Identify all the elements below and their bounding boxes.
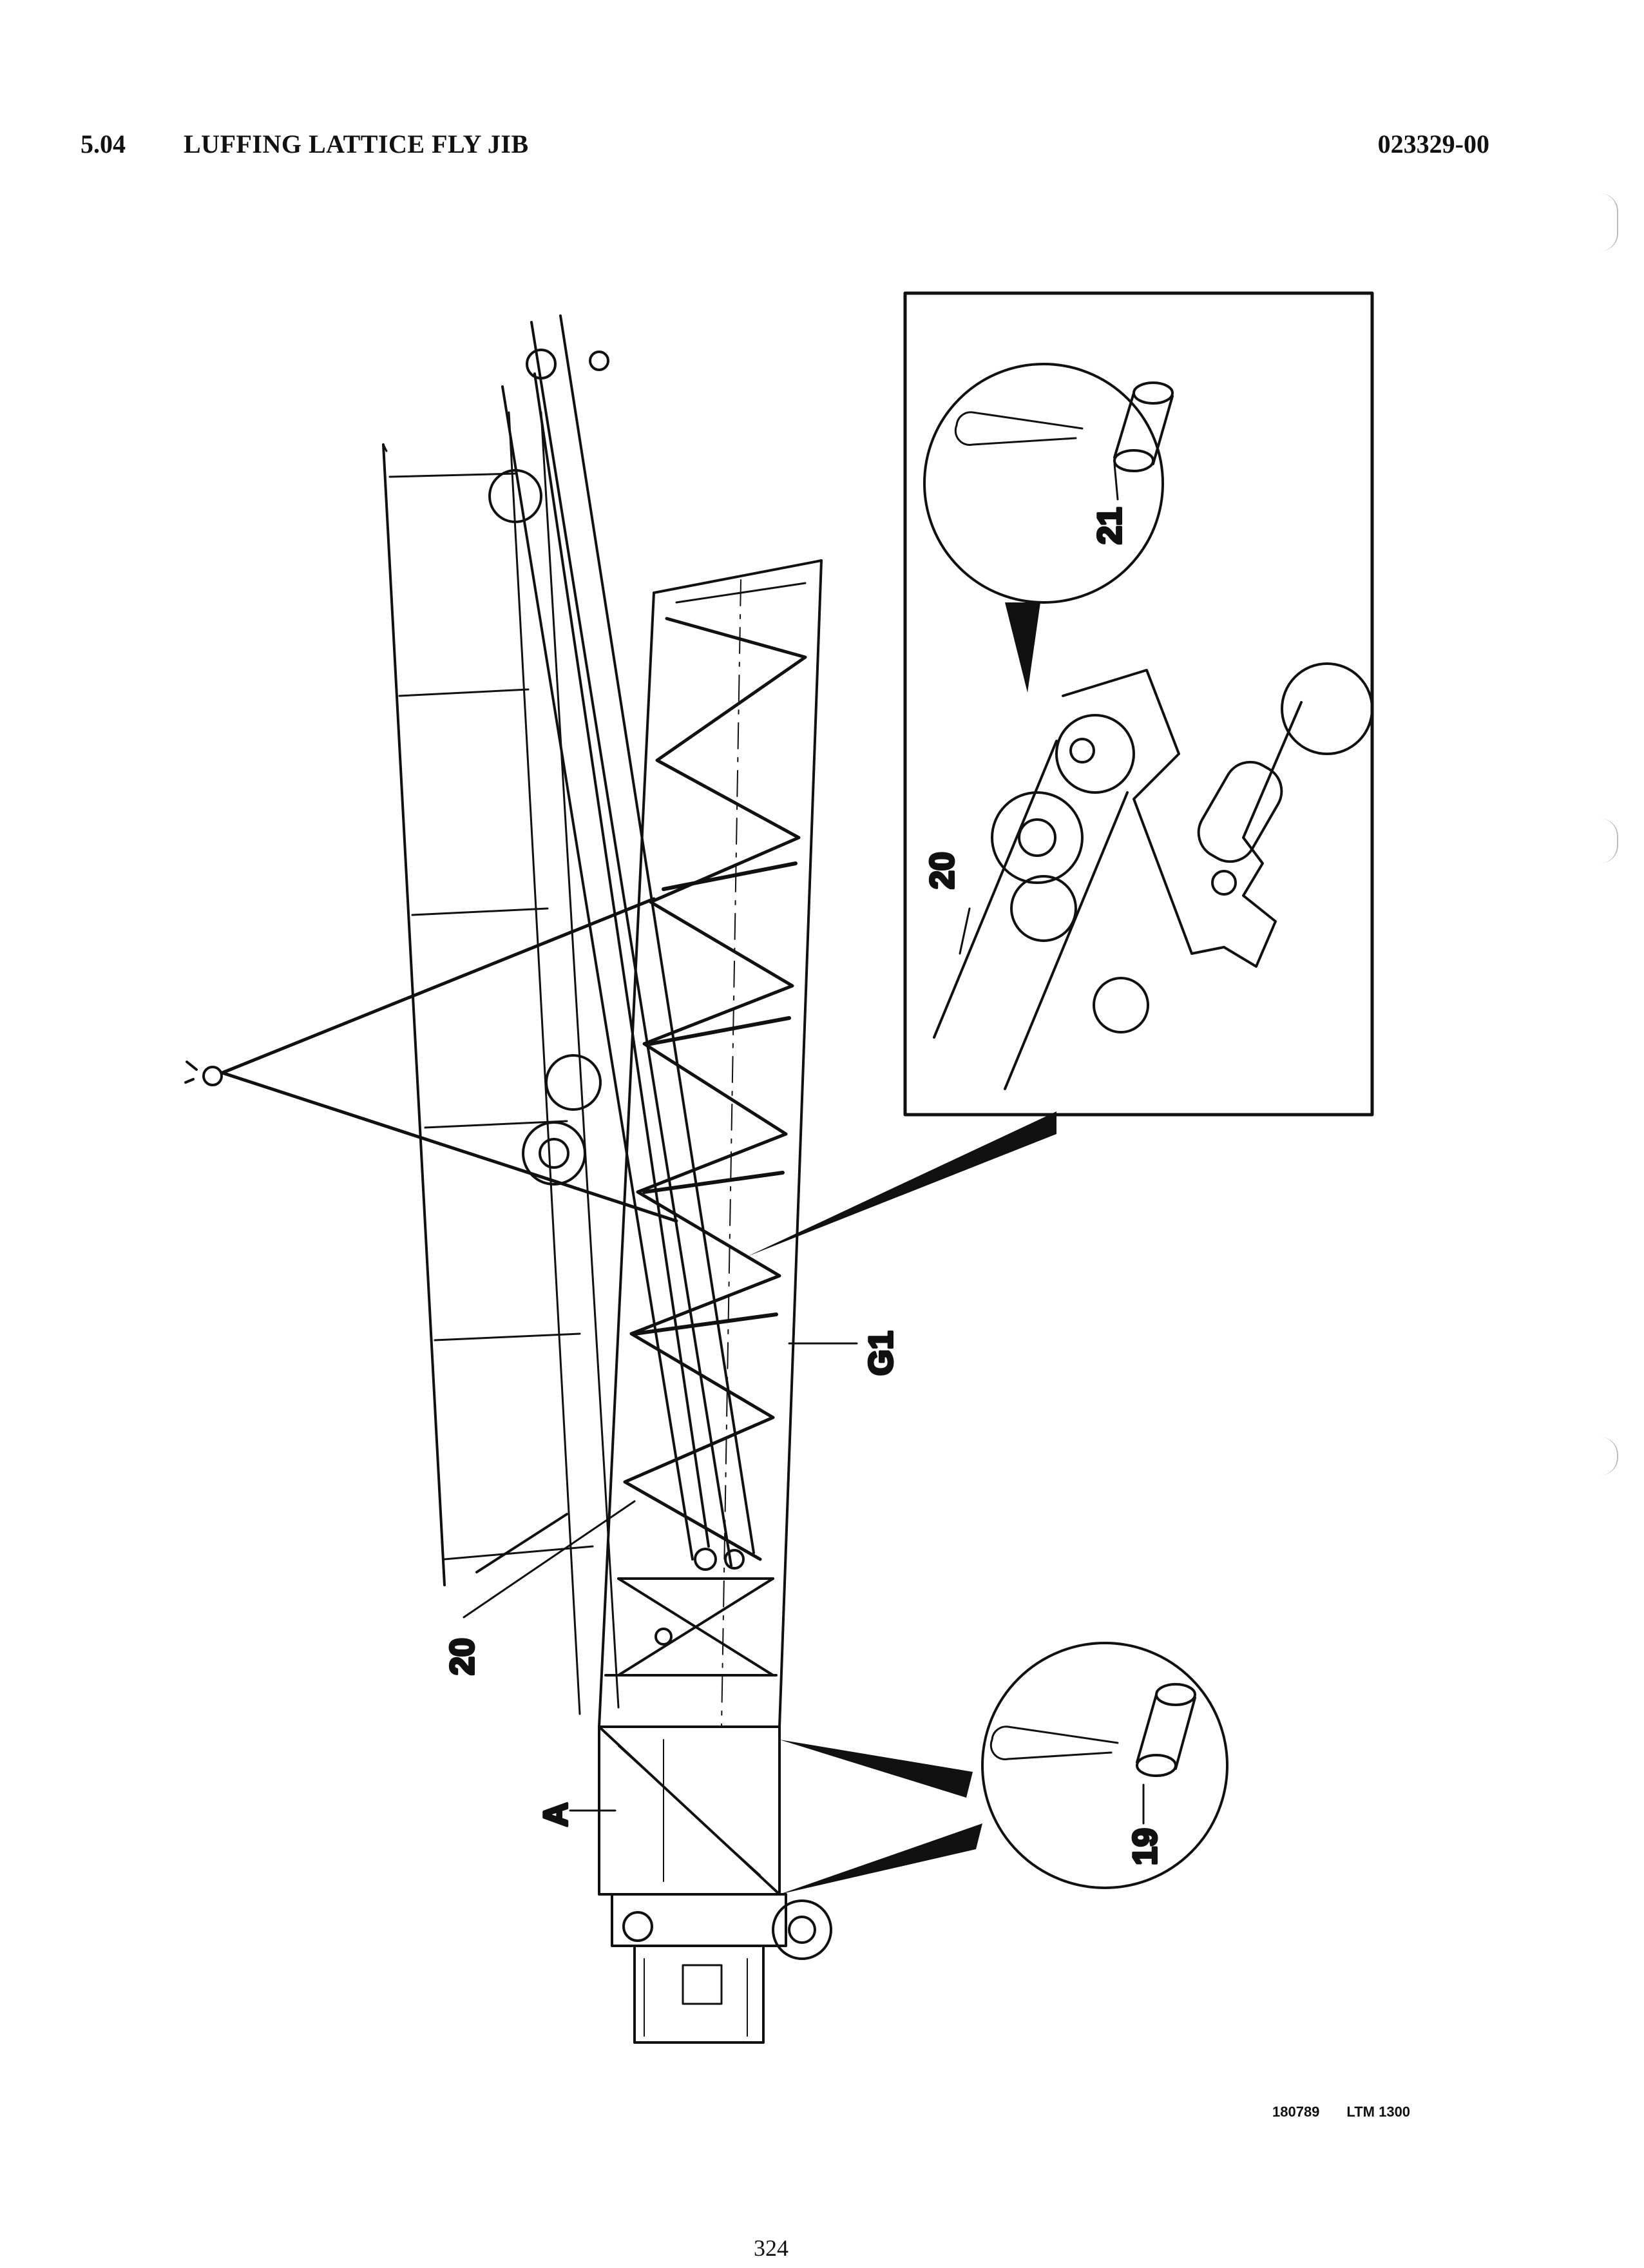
scan-edge-mark: [1600, 193, 1618, 251]
document-number: 023329-00: [1377, 130, 1489, 159]
leader-line-20-detail: [959, 907, 971, 955]
luffing-frame: [382, 443, 594, 1586]
callout-20-detail: 20: [924, 852, 961, 889]
inset-detail-box: [903, 291, 1374, 1117]
guy-cables: [184, 897, 678, 1223]
callout-19: 19: [1127, 1828, 1164, 1865]
drawing-reference: 180789 LTM 1300: [1272, 2104, 1437, 2120]
detail-view-pin-19: [981, 1642, 1228, 1889]
detail-leader-wedge: [779, 1740, 973, 1798]
section-number: 5.04: [81, 130, 126, 159]
jib-base-section: [598, 1725, 832, 2044]
section-title: LUFFING LATTICE FLY JIB: [184, 130, 529, 159]
drawing-number: 180789: [1272, 2104, 1320, 2120]
lattice-fly-jib: [598, 559, 823, 1728]
callout-a: A: [537, 1802, 575, 1827]
page-header: 5.04 LUFFING LATTICE FLY JIB 023329-00: [81, 129, 1489, 168]
page-number: 324: [754, 2235, 789, 2261]
detail-view-pin-21: [923, 363, 1174, 604]
scan-edge-mark: [1600, 1437, 1618, 1475]
callout-g1: G1: [863, 1331, 900, 1376]
detail-leader-wedge: [747, 1111, 1056, 1256]
crane-model: LTM 1300: [1346, 2104, 1411, 2120]
leader-line-21: [1113, 463, 1119, 501]
callout-21: 21: [1091, 507, 1129, 544]
callout-20-main: 20: [444, 1638, 481, 1675]
scan-edge-mark: [1600, 818, 1618, 863]
detail-leader-wedge: [779, 1823, 982, 1894]
leader-line-20-main: [463, 1500, 636, 1619]
